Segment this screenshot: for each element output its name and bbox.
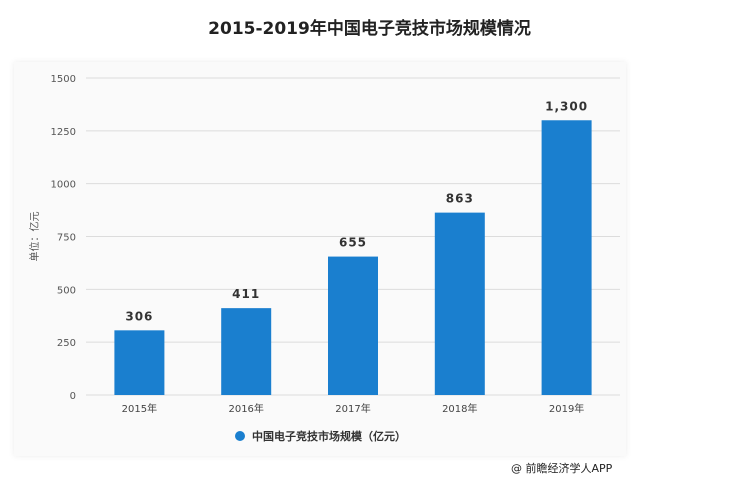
data-label: 1,300 (545, 99, 588, 113)
data-label: 411 (232, 287, 260, 301)
y-tick-label: 0 (70, 391, 76, 402)
y-tick-label: 1500 (51, 74, 76, 85)
x-tick-label: 2015年 (122, 402, 157, 415)
x-tick-label: 2018年 (442, 402, 477, 415)
source-credit: @ 前瞻经济学人APP (511, 462, 613, 475)
x-tick-label: 2017年 (335, 402, 370, 415)
bar (221, 308, 272, 395)
bar (328, 256, 378, 395)
bar (114, 330, 165, 395)
y-tick-label: 500 (57, 285, 76, 296)
data-label: 655 (339, 236, 367, 250)
y-axis-label: 单位：亿元 (28, 212, 41, 262)
legend-marker (235, 431, 245, 441)
data-label: 306 (125, 309, 153, 323)
bar-chart: 0 250 500 750 1000 1250 1500 单位：亿元 306 2015年 411 20… (28, 74, 620, 443)
bar (541, 120, 592, 395)
chart-title: 2015-2019年中国电子竞技市场规模情况 (208, 19, 531, 39)
chart-area: 0 250 500 750 1000 1250 1500 单位：亿元 306 2015年 411 20… (14, 62, 626, 456)
bar (434, 212, 485, 395)
y-tick-label: 1000 (51, 180, 76, 191)
data-label: 863 (446, 192, 474, 206)
legend-label: 中国电子竞技市场规模（亿元） (252, 429, 406, 443)
y-tick-label: 1250 (51, 127, 76, 138)
x-tick-label: 2019年 (549, 402, 584, 415)
y-tick-label: 250 (57, 338, 76, 349)
x-tick-label: 2016年 (228, 402, 263, 415)
y-tick-label: 750 (57, 233, 76, 244)
